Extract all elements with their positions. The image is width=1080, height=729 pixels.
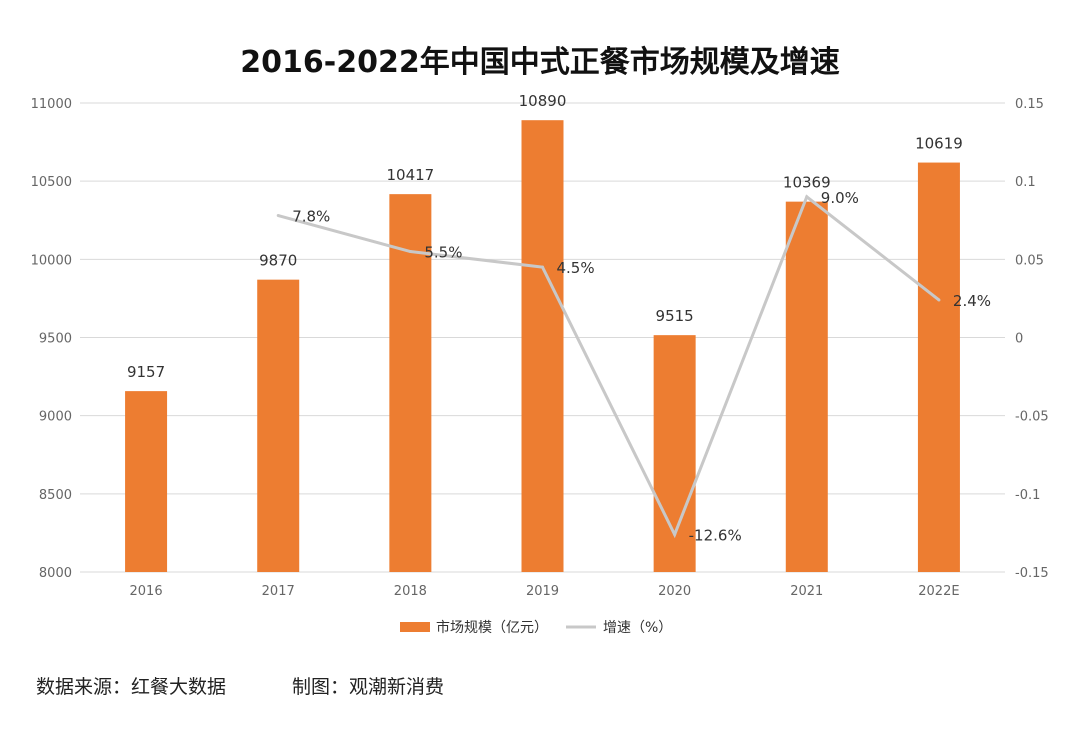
- x-axis-tick: 2021: [790, 584, 823, 599]
- left-axis-tick: 8500: [39, 488, 72, 503]
- right-axis-tick: 0: [1015, 332, 1023, 347]
- growth-point-2020: [673, 532, 677, 536]
- left-axis-tick: 8000: [39, 566, 72, 581]
- bar-value-label: 10369: [783, 174, 831, 192]
- bar-value-label: 9515: [656, 307, 694, 325]
- data-source: 数据来源：红餐大数据: [36, 676, 227, 698]
- bar-2017: [257, 279, 300, 572]
- x-axis-tick: 2019: [526, 584, 559, 599]
- left-axis-tick: 11000: [31, 97, 72, 112]
- x-axis-tick: 2020: [658, 584, 691, 599]
- growth-line: [277, 194, 940, 539]
- chart-credit: 制图：观潮新消费: [292, 676, 445, 698]
- bar-2019: [521, 120, 564, 573]
- growth-value-label: 5.5%: [424, 244, 462, 262]
- x-axis-tick: 2017: [262, 584, 295, 599]
- growth-value-label: 2.4%: [953, 292, 991, 310]
- bar-value-label: 9157: [127, 363, 165, 381]
- left-axis-tick: 9500: [39, 332, 72, 347]
- right-axis-tick: -0.1: [1015, 488, 1040, 503]
- growth-point-2017: [276, 214, 280, 218]
- right-axis-tick: 0.05: [1015, 253, 1044, 268]
- left-axis-tick: 10500: [31, 175, 72, 190]
- left-axis-tick: 9000: [39, 410, 72, 425]
- growth-point-2018: [408, 250, 412, 254]
- right-axis-tick: 0.1: [1015, 175, 1036, 190]
- left-axis-tick: 10000: [31, 253, 72, 268]
- growth-point-2019: [541, 265, 544, 269]
- legend-bar-swatch: [400, 622, 430, 632]
- right-axis-tick: 0.15: [1015, 97, 1044, 112]
- bar-value-label: 10890: [519, 92, 567, 110]
- right-axis-tick: -0.15: [1015, 566, 1049, 581]
- bar-2016: [125, 391, 168, 572]
- right-axis-tick: -0.05: [1015, 410, 1049, 425]
- bar-value-label: 10417: [386, 166, 434, 184]
- chart-title: 2016-2022年中国中式正餐市场规模及增速: [240, 45, 839, 80]
- growth-point-2022E: [937, 298, 941, 302]
- legend-line-label: 增速（%）: [603, 620, 672, 636]
- bar-2022E: [917, 162, 960, 573]
- bar-2018: [389, 194, 432, 572]
- growth-value-label: -12.6%: [689, 526, 742, 544]
- growth-point-2021: [805, 195, 809, 199]
- legend-bar-label: 市场规模（亿元）: [436, 619, 548, 636]
- x-axis-tick: 2016: [130, 584, 163, 599]
- bar-value-label: 9870: [259, 252, 297, 270]
- bar-2021: [785, 201, 828, 572]
- x-axis-tick: 2018: [394, 584, 427, 599]
- growth-value-label: 4.5%: [557, 259, 595, 277]
- bar-value-label: 10619: [915, 135, 963, 153]
- growth-value-label: 7.8%: [292, 208, 330, 226]
- growth-value-label: 9.0%: [821, 189, 859, 207]
- x-axis-tick: 2022E: [918, 584, 959, 599]
